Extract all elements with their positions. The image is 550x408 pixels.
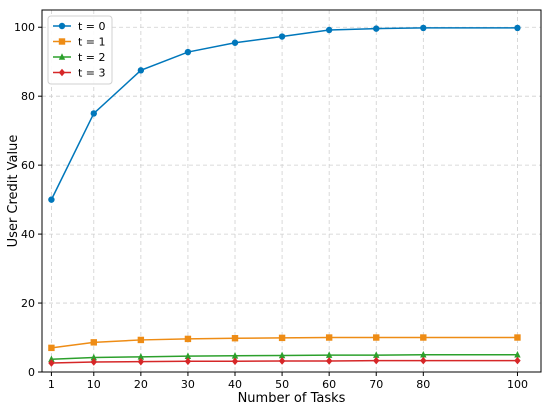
- legend-marker: [58, 53, 66, 60]
- data-point: [137, 336, 145, 344]
- y-tick-label: 40: [21, 228, 35, 241]
- legend-label: t = 2: [78, 51, 106, 64]
- y-tick-label: 20: [21, 297, 35, 310]
- legend-label: t = 0: [78, 20, 106, 33]
- y-tick-label: 0: [28, 366, 35, 379]
- data-point: [514, 350, 521, 358]
- data-point: [373, 25, 380, 32]
- y-tick-label: 100: [14, 21, 35, 34]
- series-line: [51, 359, 518, 364]
- data-point: [90, 358, 97, 366]
- data-point: [420, 356, 427, 365]
- x-tick-label: 80: [416, 378, 430, 391]
- data-point: [184, 352, 192, 359]
- data-point: [137, 67, 145, 74]
- data-point: [278, 334, 286, 342]
- data-point: [48, 344, 55, 352]
- data-point: [373, 334, 380, 341]
- data-point: [90, 110, 97, 117]
- legend-box: [47, 15, 113, 85]
- x-tick-label: 1: [48, 378, 55, 391]
- data-point: [90, 353, 97, 361]
- data-point: [90, 339, 97, 346]
- data-point: [514, 334, 521, 341]
- x-tick-label: 40: [228, 378, 242, 391]
- series-0: [48, 24, 521, 203]
- data-point: [278, 357, 286, 365]
- series-line: [50, 27, 518, 200]
- legend: t = 0 t = 1 t = 2 t = 3: [47, 15, 113, 85]
- data-point: [48, 359, 55, 367]
- series-1: [48, 334, 521, 352]
- data-point: [231, 357, 239, 366]
- series-3: [48, 356, 521, 367]
- data-point: [278, 351, 286, 359]
- data-point: [325, 26, 333, 34]
- legend-label: t = 1: [78, 36, 106, 49]
- legend-item: t = 2: [53, 51, 106, 64]
- data-point: [420, 334, 427, 341]
- data-point: [137, 353, 145, 360]
- data-point: [48, 355, 55, 363]
- x-tick-label: 20: [134, 378, 148, 391]
- data-point: [514, 24, 521, 32]
- data-point: [184, 48, 192, 56]
- series-2: [48, 350, 521, 363]
- x-axis-ticks: 1 10 20 30 40 50 60 70 80 100: [48, 372, 528, 391]
- series-group: [48, 24, 521, 367]
- data-point: [325, 357, 333, 365]
- data-point: [420, 24, 427, 32]
- legend-label: t = 3: [78, 67, 106, 80]
- y-tick-label: 60: [21, 159, 35, 172]
- x-tick-label: 60: [322, 378, 336, 391]
- data-point: [278, 33, 286, 40]
- x-tick-label: 70: [369, 378, 383, 391]
- x-tick-label: 50: [275, 378, 289, 391]
- data-point: [231, 335, 239, 342]
- y-tick-label: 80: [21, 90, 35, 103]
- data-point: [137, 357, 145, 366]
- series-line: [51, 354, 518, 360]
- legend-item: t = 1: [53, 36, 106, 49]
- data-point: [231, 351, 239, 359]
- y-axis-ticks: 0 20 40 60 80 100: [14, 21, 42, 379]
- legend-item: t = 0: [53, 20, 106, 33]
- data-point: [373, 351, 380, 358]
- data-point: [514, 356, 521, 365]
- data-point: [373, 356, 380, 365]
- data-point: [325, 334, 333, 341]
- data-point: [231, 39, 239, 46]
- x-axis-label: Number of Tasks: [238, 391, 346, 406]
- x-tick-label: 10: [87, 378, 101, 391]
- data-point: [48, 196, 55, 203]
- legend-item: t = 3: [53, 67, 106, 80]
- legend-marker: [58, 38, 66, 45]
- data-point: [325, 351, 333, 358]
- grid: [42, 10, 541, 373]
- data-point: [184, 335, 192, 343]
- legend-marker: [58, 68, 66, 77]
- data-point: [184, 357, 192, 366]
- data-point: [420, 350, 427, 358]
- legend-marker: [58, 22, 66, 30]
- series-line: [51, 336, 518, 349]
- y-axis-label: User Credit Value: [6, 135, 21, 248]
- plot-area-frame: [41, 9, 542, 373]
- x-tick-label: 100: [507, 378, 528, 391]
- x-tick-label: 30: [181, 378, 195, 391]
